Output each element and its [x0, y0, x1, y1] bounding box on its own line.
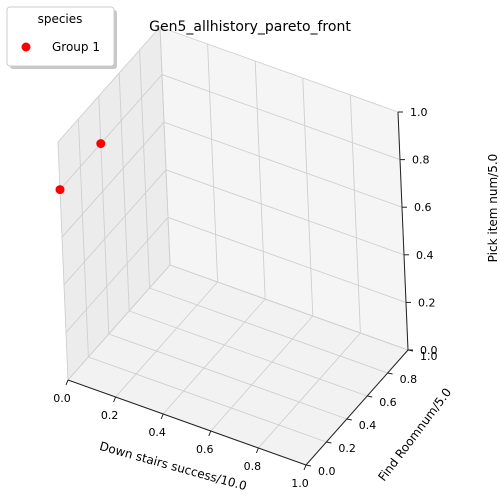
legend-box — [6, 6, 115, 67]
grid-line — [159, 26, 399, 113]
y-tick-label: 0.6 — [379, 396, 397, 409]
x-tick-label: 0.8 — [244, 460, 262, 473]
tick-labels: 0.00.00.00.20.20.20.40.40.40.60.60.60.80… — [53, 106, 437, 490]
grid-line — [108, 333, 347, 420]
grid-line — [129, 310, 368, 397]
grid-line — [207, 43, 219, 283]
x-tick-label: 0.6 — [196, 443, 214, 456]
axis-lines — [65, 111, 414, 471]
x-tick-mark — [255, 447, 259, 454]
grid-line — [57, 26, 161, 143]
grid-line — [149, 287, 388, 374]
x-tick-mark — [113, 396, 117, 403]
grid-line — [161, 74, 401, 161]
grid-line — [59, 74, 163, 190]
y-tick-mark — [326, 441, 332, 444]
x-tick-label: 0.4 — [148, 426, 166, 439]
legend: species Group 1 — [6, 6, 117, 69]
grid-line — [88, 356, 327, 443]
grid-line — [163, 121, 403, 208]
x-tick-label: 1.0 — [291, 477, 309, 490]
y-tick-label: 0.2 — [338, 442, 356, 455]
grid-line — [167, 216, 407, 303]
x-tick-mark — [65, 379, 69, 386]
y-tick-label: 0.4 — [359, 419, 377, 432]
z-tick-label: 0.0 — [420, 344, 438, 357]
y-tick-mark — [407, 349, 414, 352]
z-tick-label: 0.8 — [412, 154, 430, 167]
x-tick-label: 0.2 — [101, 409, 119, 422]
y-tick-label: 0.8 — [400, 373, 418, 386]
x-tick-mark — [160, 413, 164, 420]
y-tick-mark — [367, 395, 373, 398]
y-tick-mark — [346, 418, 352, 421]
grid-line — [258, 332, 361, 449]
y-tick-label: 0.0 — [318, 465, 336, 478]
z-tick-label: 0.6 — [414, 201, 432, 214]
grid-line — [63, 169, 167, 286]
data-point — [55, 185, 65, 195]
chart-title: Gen5_allhistory_pareto_front — [149, 19, 351, 35]
grid-line — [118, 72, 130, 312]
x-tick-label: 0.0 — [53, 392, 71, 405]
z-axis-line — [397, 111, 409, 351]
grid-line — [57, 141, 69, 381]
legend-entry-label: Group 1 — [52, 40, 100, 54]
grid-line — [65, 217, 169, 333]
grid-line — [162, 298, 266, 415]
grid-line — [210, 315, 314, 432]
grid-line — [349, 94, 361, 334]
grid-line — [115, 281, 218, 398]
legend-marker — [21, 42, 31, 52]
axis-panes — [58, 27, 408, 465]
floor-pane — [68, 265, 408, 465]
y-tick-mark — [387, 372, 393, 375]
x-tick-mark — [303, 464, 307, 471]
grid-line — [302, 77, 314, 317]
back-pane — [160, 27, 408, 350]
grid-line — [61, 121, 165, 238]
y-axis-line — [305, 349, 409, 466]
z-axis-label: Pick item num/5.0 — [486, 154, 500, 263]
grid-line — [139, 49, 151, 289]
data-point — [96, 139, 106, 149]
grid-line — [77, 118, 89, 358]
z-tick-label: 0.4 — [416, 249, 434, 262]
grid-line — [98, 95, 110, 335]
grid-line — [165, 169, 405, 256]
x-axis-label: Down stairs success/10.0 — [98, 439, 248, 493]
z-tick-label: 0.2 — [418, 296, 436, 309]
grid-line — [169, 264, 409, 351]
grid-line — [254, 60, 266, 300]
x-axis-line — [67, 379, 307, 466]
x-tick-mark — [208, 430, 212, 437]
y-tick-label: 1.0 — [420, 350, 438, 363]
z-tick-label: 1.0 — [410, 106, 428, 119]
legend-title: species — [38, 12, 83, 26]
grid-line — [67, 264, 171, 381]
y-tick-mark — [305, 464, 312, 467]
grid-line — [159, 26, 171, 266]
data-points — [55, 139, 106, 195]
